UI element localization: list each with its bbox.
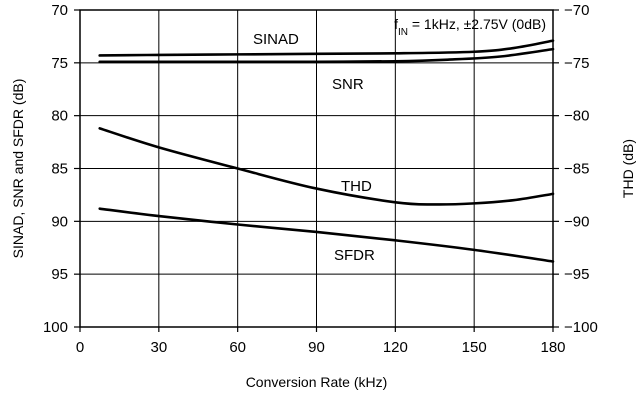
series-label-snr: SNR xyxy=(332,76,364,93)
ticks xyxy=(74,9,559,332)
y-axis-title-left: SINAD, SNR and SFDR (dB) xyxy=(10,79,26,259)
x-tick-label: 30 xyxy=(150,339,167,356)
y-tick-label-left: 85 xyxy=(51,161,68,178)
series-line-sinad xyxy=(98,39,555,57)
annotation-suffix: = 1kHz, ±2.75V (0dB) xyxy=(408,16,546,32)
annotation-subscript: IN xyxy=(398,27,408,38)
x-axis-title: Conversion Rate (kHz) xyxy=(246,374,388,390)
y-tick-label-right: −90 xyxy=(564,213,589,230)
series-labels: SINAD SNR THD SFDR xyxy=(253,31,375,264)
x-tick-label: 0 xyxy=(76,339,84,356)
series-label-sfdr: SFDR xyxy=(334,247,375,264)
x-tick-label: 150 xyxy=(462,339,487,356)
x-tick-label: 180 xyxy=(540,339,565,356)
y-tick-label-left: 95 xyxy=(51,266,68,283)
x-tick-label: 60 xyxy=(229,339,246,356)
series-line-thd xyxy=(98,127,555,206)
y-tick-label-right: −80 xyxy=(564,108,589,125)
condition-annotation: fIN = 1kHz, ±2.75V (0dB) xyxy=(394,16,546,38)
y-tick-label-right: −85 xyxy=(564,161,589,178)
y-tick-label-left: 80 xyxy=(51,108,68,125)
y-tick-label-left: 70 xyxy=(51,2,68,19)
y-tick-label-right: −100 xyxy=(564,319,598,336)
y-tick-label-left: 75 xyxy=(51,55,68,72)
y-tick-label-right: −75 xyxy=(564,55,589,72)
series-label-sinad: SINAD xyxy=(253,31,299,48)
y-tick-label-right: −70 xyxy=(564,2,589,19)
series-line-snr xyxy=(98,47,555,64)
tick-labels: 0 30 60 90 120 150 180 70 −70 75 −75 80 −80 85 −85 90 −9… xyxy=(43,2,598,356)
y-tick-label-right: −95 xyxy=(564,266,589,283)
y-axis-title-right: THD (dB) xyxy=(620,139,636,198)
series-line-sfdr xyxy=(98,207,555,263)
series-layer xyxy=(98,39,555,263)
series-label-thd: THD xyxy=(341,178,372,195)
x-tick-label: 120 xyxy=(383,339,408,356)
x-tick-label: 90 xyxy=(308,339,325,356)
y-tick-label-left: 90 xyxy=(51,213,68,230)
annotation-prefix: f xyxy=(394,16,398,32)
y-tick-label-left: 100 xyxy=(43,319,68,336)
